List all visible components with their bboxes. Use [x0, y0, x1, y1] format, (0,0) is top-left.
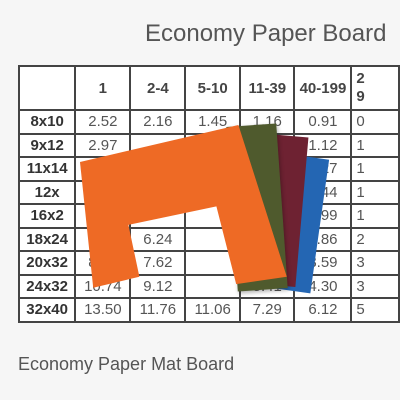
row-header: 11x14: [17, 156, 77, 182]
price-cell: 9.12: [129, 273, 187, 299]
price-cell: 7.62: [129, 250, 187, 276]
column-header: 2 9: [350, 65, 400, 111]
table-row: 20x328.947.623.593: [17, 250, 400, 276]
price-cell: 3: [350, 250, 400, 276]
column-header: 11-39: [239, 65, 296, 111]
column-header: 1: [74, 65, 132, 111]
price-cell: 6.24: [129, 226, 187, 252]
caption: Economy Paper Mat Board: [18, 354, 235, 374]
row-header: 24x32: [17, 273, 77, 299]
column-header: 2-4: [129, 65, 187, 111]
price-cell: 2.52: [74, 109, 132, 135]
price-cell: 1: [350, 179, 400, 205]
row-header: 18x24: [17, 226, 77, 252]
price-cell: [184, 273, 242, 299]
header-row: 1 2-4 5-10 11-39 40-199 2 9: [17, 65, 400, 111]
row-header: 12x: [17, 179, 77, 205]
column-header: 5-10: [184, 65, 242, 111]
price-cell: 4.30: [293, 273, 353, 299]
column-header: [17, 65, 77, 111]
price-cell: 11.76: [129, 297, 187, 323]
price-cell: 1: [350, 156, 400, 182]
table-row: 8x10 2.52 2.16 1.45 1.16 0.91 0: [17, 109, 400, 135]
price-cell: 5: [350, 297, 400, 323]
column-header: 40-199: [293, 65, 353, 111]
row-header: 20x32: [17, 250, 77, 276]
price-cell: 1: [350, 203, 400, 229]
price-cell: 6.12: [293, 297, 353, 323]
table-row: 18x24 6.24 2.86 2: [17, 226, 400, 252]
price-cell: 3: [350, 273, 400, 299]
page-title: Economy Paper Board: [145, 20, 387, 47]
price-cell: 0: [350, 109, 400, 135]
price-cell: 11.06: [184, 297, 242, 323]
row-header: 8x10: [17, 109, 77, 135]
price-cell: 2.16: [129, 109, 187, 135]
row-header: 9x12: [17, 132, 77, 158]
price-cell: 1: [350, 132, 400, 158]
price-cell: 2: [350, 226, 400, 252]
price-cell: 7.29: [239, 297, 296, 323]
price-cell: 0.91: [293, 109, 353, 135]
price-cell: 13.50: [74, 297, 132, 323]
table-row: 32x40 13.50 11.76 11.06 7.29 6.12 5: [17, 297, 400, 323]
row-header: 32x40: [17, 297, 77, 323]
row-header: 16x2: [17, 203, 77, 229]
